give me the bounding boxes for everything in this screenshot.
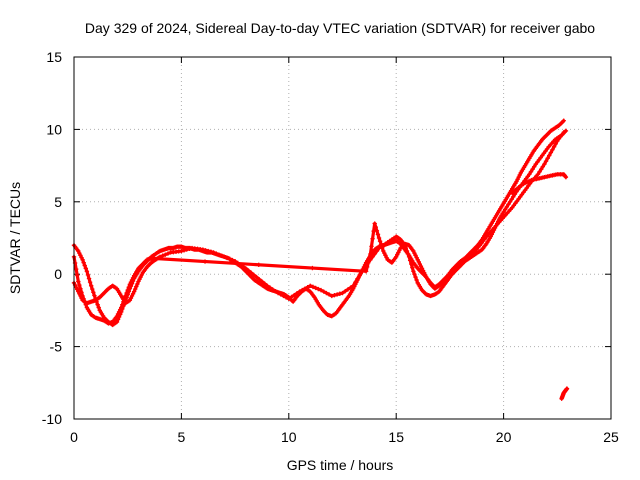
x-tick-label: 5 bbox=[178, 429, 186, 445]
x-tick-label: 15 bbox=[388, 429, 404, 445]
y-tick-label: -5 bbox=[50, 339, 63, 355]
y-tick-label: 5 bbox=[54, 194, 62, 210]
x-axis-label: GPS time / hours bbox=[287, 457, 394, 473]
y-tick-label: 10 bbox=[46, 121, 62, 137]
y-tick-label: 0 bbox=[54, 266, 62, 282]
chart-background bbox=[0, 0, 640, 480]
y-axis-label: SDTVAR / TECUs bbox=[7, 182, 23, 294]
x-tick-label: 25 bbox=[603, 429, 619, 445]
x-tick-label: 0 bbox=[70, 429, 78, 445]
x-tick-label: 10 bbox=[281, 429, 297, 445]
chart-title: Day 329 of 2024, Sidereal Day-to-day VTE… bbox=[85, 20, 595, 36]
y-tick-label: -10 bbox=[42, 411, 62, 427]
chart: Day 329 of 2024, Sidereal Day-to-day VTE… bbox=[0, 0, 640, 480]
y-tick-label: 15 bbox=[46, 49, 62, 65]
x-tick-label: 20 bbox=[496, 429, 512, 445]
